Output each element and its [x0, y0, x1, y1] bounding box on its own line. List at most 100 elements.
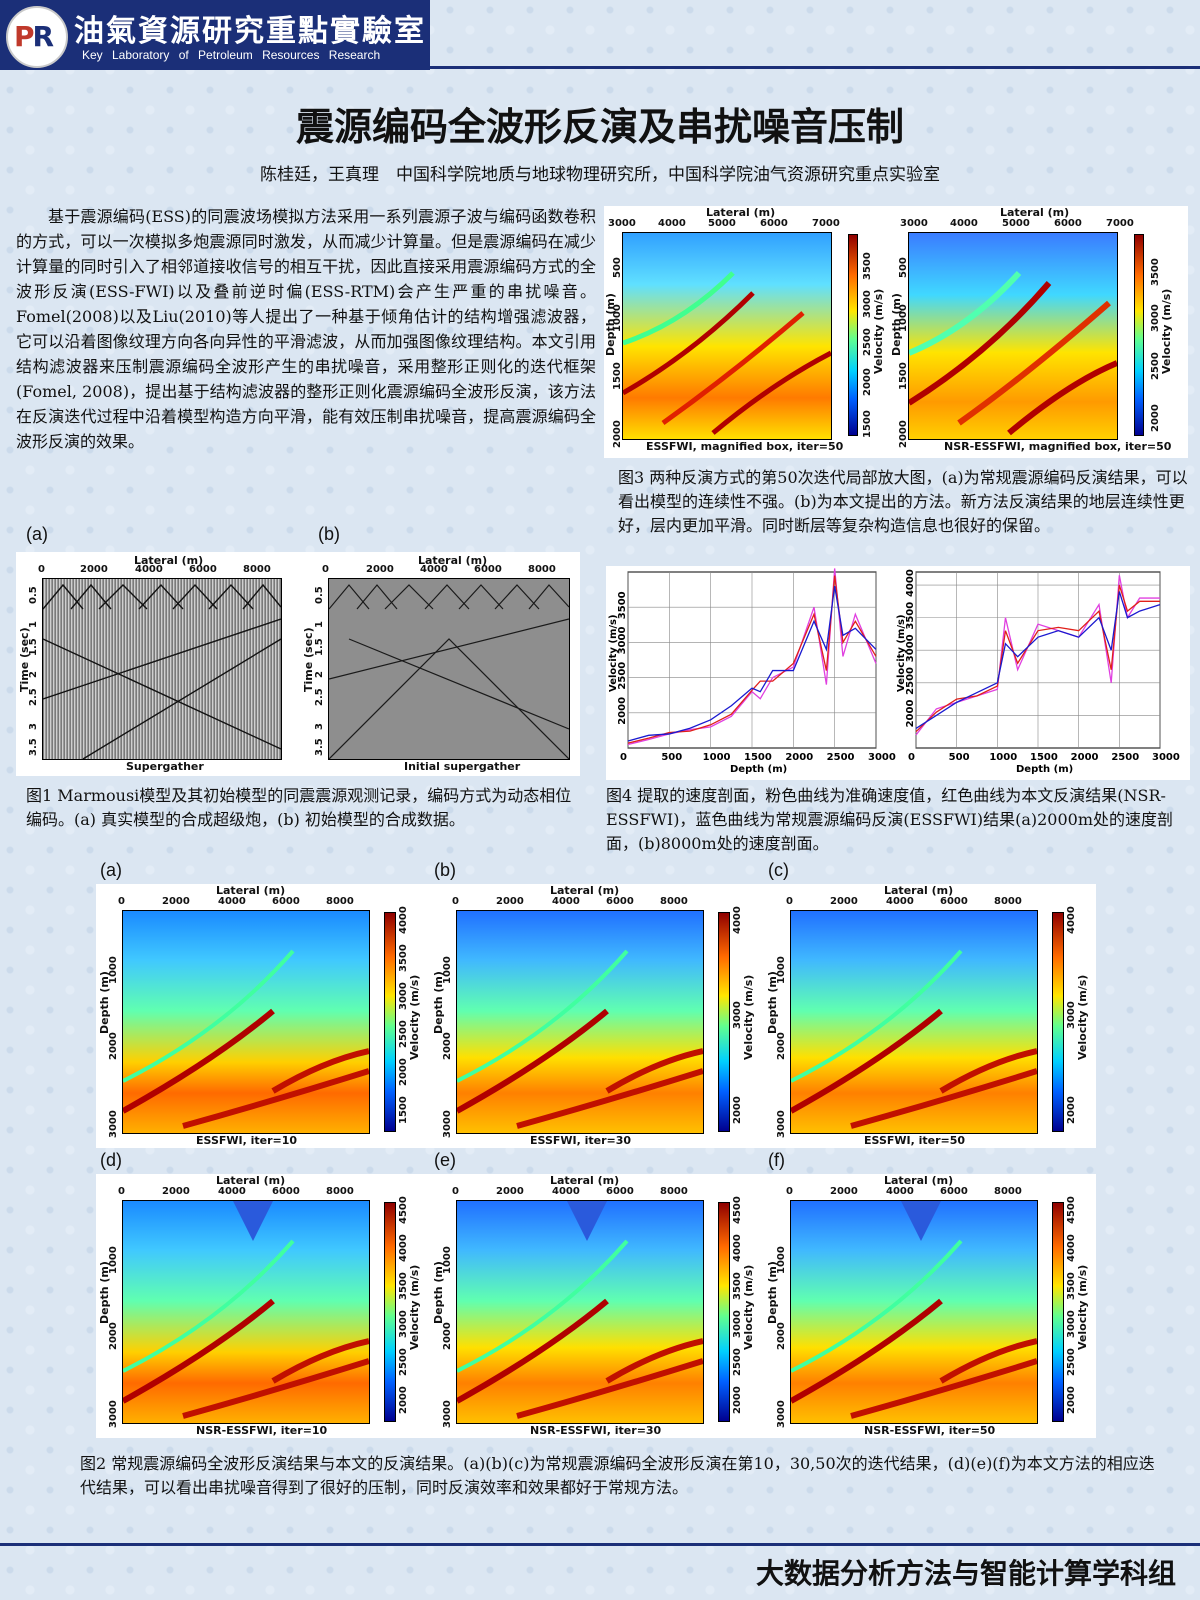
fig2-xtick: 6000	[606, 1186, 634, 1197]
fig1b-initial-supergather-image	[328, 578, 570, 760]
fig1b-xtick: 8000	[528, 564, 556, 575]
fig2-xtick: 4000	[218, 1186, 246, 1197]
fig2-xtick: 2000	[162, 896, 190, 907]
fig4-plots: 0 500 1000 1500 2000 2500 3000 2000 2500 3000 3500…	[608, 568, 1180, 775]
fig4-ylabel: Velocity (m/s)	[896, 614, 907, 692]
fig2-ctick: 2500	[1066, 1348, 1077, 1376]
fig2-xtick: 0	[786, 896, 793, 907]
footer-rule	[0, 1543, 1200, 1546]
fig3b-ctick: 2000	[1150, 404, 1161, 432]
fig2-panel-title: ESSFWI, iter=10	[196, 1134, 298, 1147]
lab-name-en: Key Laboratory of Petroleum Resources Re…	[82, 48, 381, 62]
fig4-ytick: 2000	[617, 697, 628, 725]
fig1b-xtick: 4000	[420, 564, 448, 575]
fig1b-ytick: 3.5	[314, 738, 325, 756]
fig4-ylabel: Velocity (m/s)	[608, 614, 619, 692]
fig2-caption: 图2 常规震源编码全波形反演结果与本文的反演结果。(a)(b)(c)为常规震源编…	[80, 1454, 1155, 1497]
fig2-xlabel: Lateral (m)	[884, 884, 954, 897]
fig4-xtick: 2000	[785, 752, 813, 763]
fig2-ctick: 2000	[1066, 1096, 1077, 1124]
fig4-xtick: 0	[620, 752, 627, 763]
fig1a-xtick: 8000	[243, 564, 271, 575]
fig2-cbar-label: Velocity (m/s)	[742, 1264, 755, 1350]
fig2-velocity-image	[790, 910, 1038, 1134]
fig2-xlabel: Lateral (m)	[884, 1174, 954, 1187]
fig2-ctick: 3500	[398, 944, 409, 972]
fig3a-xtick: 5000	[708, 218, 736, 229]
lab-header: PR 油氣資源研究重點實驗室 Key Laboratory of Petrole…	[0, 0, 430, 70]
fig3a-ctick: 1500	[862, 410, 873, 438]
fig4-ytick: 3000	[617, 627, 628, 655]
fig3a-xlabel: Lateral (m)	[706, 206, 776, 219]
fig4-xtick: 500	[949, 752, 970, 763]
fig2-xtick: 2000	[830, 896, 858, 907]
fig1a-xtick: 4000	[135, 564, 163, 575]
fig2-ytick: 1000	[442, 956, 453, 984]
fig3b-title: NSR-ESSFWI, magnified box, iter=50	[944, 440, 1172, 453]
fig1b-ytick: 1.5	[314, 638, 325, 656]
fig1-label-b: (b)	[318, 524, 340, 544]
fig2-xtick: 0	[118, 1186, 125, 1197]
fig2-xtick: 4000	[886, 1186, 914, 1197]
fig1b-xtick: 6000	[474, 564, 502, 575]
fig2-xtick: 0	[452, 1186, 459, 1197]
fig2-ytick: 3000	[776, 1400, 787, 1428]
fig3a-velocity-image	[622, 232, 832, 440]
fig2-velocity-image	[122, 910, 370, 1134]
fig2-ctick: 4000	[398, 1234, 409, 1262]
fig2-ytick: 1000	[442, 1246, 453, 1274]
fig4-ytick: 4000	[905, 569, 916, 597]
fig2-velocity-image	[122, 1200, 370, 1424]
fig2-ctick: 1500	[398, 1096, 409, 1124]
figure-4: 0 500 1000 1500 2000 2500 3000 2000 2500 3000 3500…	[606, 566, 1190, 780]
fig1a-ytick: 2.5	[28, 688, 39, 706]
footer-group-name: 大数据分析方法与智能计算学科组	[755, 1557, 1176, 1590]
fig2-xtick: 4000	[886, 896, 914, 907]
fig1b-title: Initial supergather	[404, 760, 521, 773]
fig2-ytick: 3000	[108, 1400, 119, 1428]
fig4-ytick: 3000	[905, 634, 916, 662]
fig1a-ytick: 3	[28, 723, 39, 730]
fig1a-ytick: 2	[28, 671, 39, 678]
fig2-ytick: 2000	[108, 1322, 119, 1350]
fig2-xtick: 6000	[940, 896, 968, 907]
fig1b-ytick: 2.5	[314, 688, 325, 706]
fig3b-xtick: 6000	[1054, 218, 1082, 229]
fig2-colorbar	[384, 912, 396, 1132]
fig4-xtick: 1500	[744, 752, 772, 763]
fig3b-colorbar	[1134, 234, 1144, 436]
fig2-ctick: 2000	[1066, 1386, 1077, 1414]
fig2-xtick: 0	[452, 896, 459, 907]
poster-title: 震源编码全波形反演及串扰噪音压制	[295, 105, 904, 149]
fig2-ctick: 2000	[732, 1386, 743, 1414]
fig1b-ytick: 2	[314, 671, 325, 678]
figure-3: Lateral (m) 3000 4000 5000 6000 7000 Dep…	[604, 206, 1188, 458]
fig2-ytick: 3000	[442, 1400, 453, 1428]
fig3b-velocity-image	[908, 232, 1118, 440]
fig2-velocity-image	[790, 1200, 1038, 1424]
fig2-ytick: 2000	[776, 1322, 787, 1350]
fig2-panel-title: ESSFWI, iter=30	[530, 1134, 632, 1147]
abstract: 基于震源编码(ESS)的同震波场模拟方法采用一系列震源子波与编码函数卷积的方式，…	[16, 207, 596, 451]
fig4-series-line	[627, 585, 877, 742]
fig3b-cbar-label: Velocity (m/s)	[1160, 288, 1173, 374]
fig2-ytick: 1000	[776, 956, 787, 984]
fig2-ytick: 3000	[776, 1110, 787, 1138]
fig2-colorbar	[718, 912, 730, 1132]
fig4-xtick: 2500	[827, 752, 855, 763]
fig2-ctick: 2500	[732, 1348, 743, 1376]
fig2-ytick: 3000	[108, 1110, 119, 1138]
fig1-caption: 图1 Marmousi模型及其初始模型的同震震源观测记录，编码方式为动态相位编码…	[26, 786, 572, 829]
fig1b-ytick: 3	[314, 723, 325, 730]
fig2-colorbar	[384, 1202, 396, 1422]
fig2-ctick: 4000	[732, 906, 743, 934]
fig3a-xtick: 3000	[608, 218, 636, 229]
fig1b-ytick: 1	[314, 621, 325, 628]
fig4-xtick: 0	[908, 752, 915, 763]
fig2-panel-title: NSR-ESSFWI, iter=50	[864, 1424, 996, 1437]
fig2-ctick: 4000	[732, 1234, 743, 1262]
fig2-ctick: 2000	[732, 1096, 743, 1124]
fig2-xtick: 0	[786, 1186, 793, 1197]
fig1a-xlabel: Lateral (m)	[134, 554, 204, 567]
fig2-ctick: 4000	[398, 906, 409, 934]
